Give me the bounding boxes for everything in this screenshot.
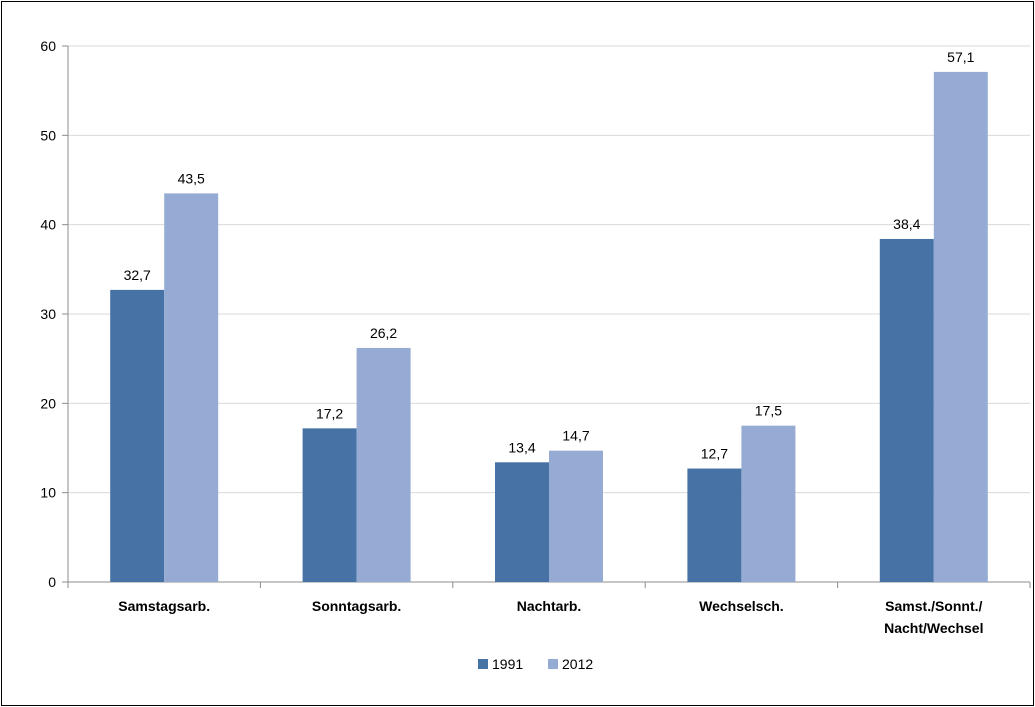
legend-label: 2012 [562, 656, 593, 672]
legend-swatch-1991 [478, 659, 488, 669]
legend-swatch-2012 [548, 659, 558, 669]
bar-2012 [741, 425, 796, 582]
data-label: 14,7 [562, 428, 589, 444]
y-tick-label: 40 [40, 217, 56, 233]
bar-2012 [356, 347, 411, 582]
data-label: 32,7 [124, 267, 151, 283]
data-label: 13,4 [508, 439, 535, 455]
bar-2012 [164, 193, 219, 582]
y-tick-label: 10 [40, 485, 56, 501]
data-label: 26,2 [370, 325, 397, 341]
data-label: 17,5 [755, 403, 782, 419]
category-label: Sonntagsarb. [312, 598, 401, 614]
bar-1991 [687, 468, 742, 582]
bar-2012 [933, 71, 988, 582]
data-label: 17,2 [316, 405, 343, 421]
y-tick-label: 0 [48, 574, 56, 590]
category-label: Samst./Sonnt./ [885, 598, 982, 614]
bar-2012 [549, 450, 603, 582]
y-tick-label: 20 [40, 395, 56, 411]
y-tick-label: 30 [40, 306, 56, 322]
bar-1991 [879, 238, 934, 582]
legend-label: 1991 [492, 656, 523, 672]
data-label: 57,1 [947, 49, 974, 65]
data-label: 12,7 [701, 446, 728, 462]
bar-1991 [495, 462, 549, 582]
category-label: Wechselsch. [699, 598, 784, 614]
data-label: 43,5 [178, 170, 205, 186]
category-label: Samstagsarb. [118, 598, 210, 614]
y-tick-label: 50 [40, 127, 56, 143]
category-label: Nachtarb. [517, 598, 582, 614]
y-tick-label: 60 [40, 38, 56, 54]
category-label: Nacht/Wechsel [884, 620, 983, 636]
bar-1991 [110, 289, 165, 582]
bar-1991 [302, 428, 357, 582]
data-label: 38,4 [893, 216, 920, 232]
